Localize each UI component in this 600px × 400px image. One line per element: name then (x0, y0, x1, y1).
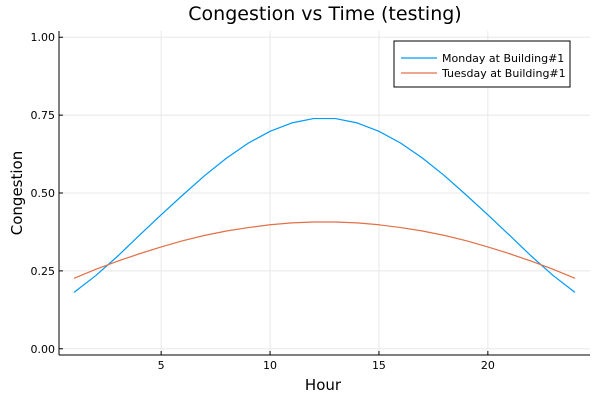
y-tick-label: 0.75 (31, 109, 56, 122)
x-tick-label: 20 (481, 359, 495, 372)
legend-box (393, 40, 571, 88)
x-axis-label: Hour (305, 376, 342, 394)
y-tick-label: 0.25 (31, 265, 56, 278)
legend-label-tuesday: Tuesday at Building#1 (441, 67, 566, 80)
x-tick-label: 5 (158, 359, 165, 372)
x-tick-label: 10 (263, 359, 277, 372)
series-lines (73, 117, 576, 293)
y-tick-label: 0.50 (31, 187, 56, 200)
axis-ticks: 5 10 15 20 0.00 0.25 0.50 0.75 1.00 (31, 31, 495, 372)
legend: Monday at Building#1 Tuesday at Building… (393, 40, 571, 88)
grid-lines (59, 31, 590, 355)
chart-title: Congestion vs Time (testing) (188, 3, 461, 25)
x-tick-label: 15 (372, 359, 386, 372)
series-line-tuesday (73, 221, 576, 279)
series-line-monday (73, 117, 576, 293)
y-axis-label: Congestion (8, 151, 26, 235)
y-tick-label: 1.00 (31, 31, 56, 44)
legend-label-monday: Monday at Building#1 (442, 52, 564, 65)
y-tick-label: 0.00 (31, 343, 56, 356)
